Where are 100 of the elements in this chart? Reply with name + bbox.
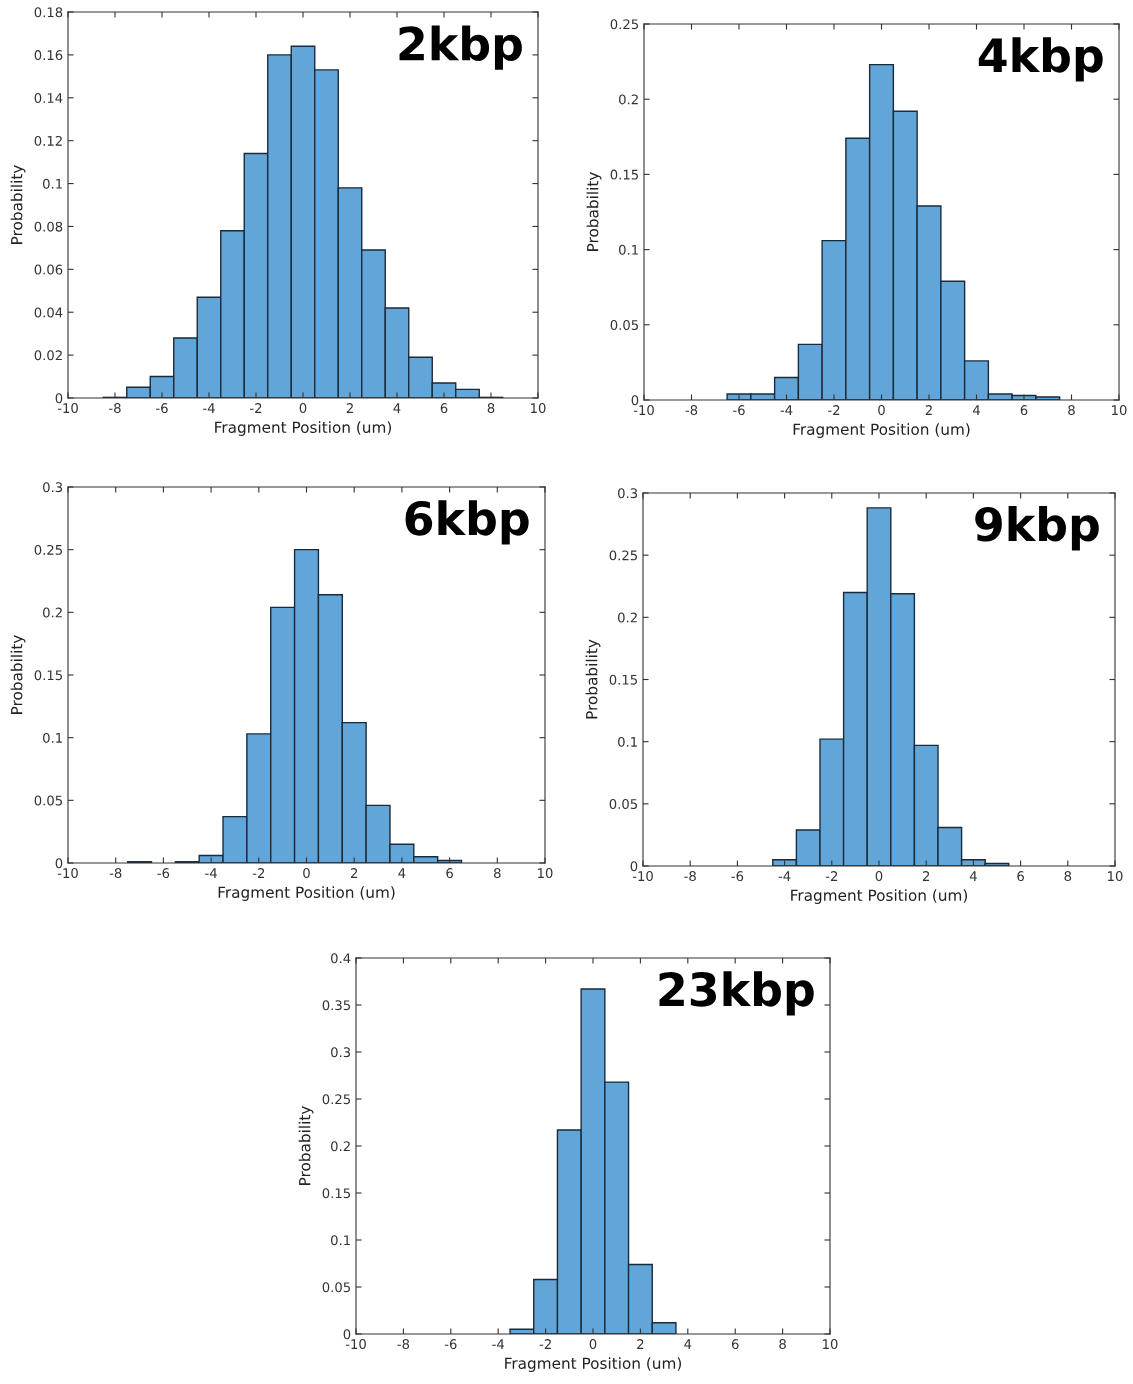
x-tick-label: -10 [57, 403, 78, 414]
x-tick-label: 2 [922, 871, 930, 881]
x-tick-label: -2 [252, 868, 265, 878]
x-tick-label: -10 [632, 871, 653, 882]
y-tick-label: 0.3 [331, 1047, 351, 1058]
x-tick-label: 10 [538, 868, 553, 879]
x-tick-label: -10 [345, 1339, 366, 1350]
y-tick-label: 0.05 [322, 1282, 350, 1293]
annotation: 4kbp [978, 37, 1103, 82]
x-tick-label: -6 [733, 405, 745, 416]
y-tick-label: 0.1 [43, 178, 62, 189]
y-tick-label: 0.4 [331, 953, 351, 964]
x-tick-label: 4 [393, 403, 401, 413]
x-tick-label: 6 [440, 403, 448, 414]
x-tick-label: -8 [685, 405, 698, 416]
x-tick-label: 2 [925, 405, 932, 415]
y-tick-label: 0.1 [43, 732, 62, 743]
x-tick-label: 2 [350, 868, 358, 878]
y-tick-label: 0.15 [609, 674, 637, 685]
x-tick-label: -2 [250, 403, 262, 413]
x-tick-label: 4 [684, 1339, 692, 1349]
x-axis-title: Fragment Position (um) [505, 1357, 682, 1372]
x-axis-title: Fragment Position (um) [793, 423, 970, 438]
x-tick-label: 10 [1108, 871, 1123, 882]
x-tick-label: 10 [531, 403, 546, 414]
x-tick-label: 10 [1112, 405, 1127, 416]
x-tick-label: 2 [346, 403, 353, 413]
y-tick-label: 0.15 [322, 1188, 350, 1199]
y-tick-label: 0.14 [34, 93, 63, 103]
x-tick-label: 2 [637, 1339, 644, 1349]
y-tick-label: 0.02 [34, 350, 62, 361]
x-tick-label: 0 [299, 403, 307, 414]
x-tick-label: -10 [633, 405, 654, 416]
y-tick-label: 0.2 [331, 1141, 350, 1152]
y-tick-label: 0.05 [610, 320, 638, 330]
y-tick-label: 0.12 [34, 135, 62, 146]
y-tick-label: 0.05 [34, 795, 62, 806]
x-axis-title: Fragment Position (um) [218, 886, 395, 901]
y-tick-label: 0 [55, 858, 63, 869]
y-tick-label: 0.2 [619, 94, 638, 105]
x-tick-label: -2 [828, 405, 840, 415]
annotation: 6kbp [405, 500, 529, 545]
x-tick-label: 8 [1068, 405, 1075, 416]
y-tick-label: 0 [343, 1329, 351, 1340]
x-tick-label: 4 [398, 868, 406, 878]
x-tick-label: -4 [780, 405, 793, 415]
x-tick-label: 0 [878, 405, 885, 416]
y-tick-label: 0 [631, 395, 639, 406]
x-tick-label: -6 [156, 403, 168, 414]
y-tick-label: 0.15 [34, 670, 62, 681]
annotation: 23kbp [659, 971, 814, 1016]
y-tick-label: 0.35 [322, 1000, 350, 1011]
x-tick-label: -2 [539, 1339, 551, 1349]
x-tick-label: 6 [446, 868, 453, 879]
x-tick-label: 8 [779, 1339, 786, 1350]
x-tick-label: 0 [589, 1339, 597, 1350]
y-tick-label: 0.06 [34, 264, 63, 275]
annotation: 2kbp [399, 25, 522, 70]
x-tick-label: 4 [972, 405, 980, 415]
x-tick-label: -4 [778, 871, 791, 881]
x-tick-label: -8 [684, 871, 696, 882]
x-tick-label: -10 [57, 868, 78, 879]
x-tick-label: 10 [823, 1339, 838, 1350]
x-tick-label: -4 [205, 868, 217, 878]
y-tick-label: 0.25 [322, 1094, 350, 1105]
y-axis-title: Probability [585, 639, 601, 719]
y-tick-label: 0.1 [619, 244, 638, 255]
x-tick-label: 8 [487, 403, 495, 414]
x-tick-label: 4 [969, 871, 977, 881]
annotation: 9kbp [975, 506, 1099, 551]
y-tick-label: 0.18 [34, 7, 63, 18]
y-tick-label: 0.15 [610, 169, 638, 180]
x-tick-label: 6 [731, 1339, 739, 1350]
y-tick-label: 0.1 [331, 1235, 350, 1246]
x-tick-label: -6 [444, 1339, 457, 1350]
y-tick-label: 0.1 [618, 736, 637, 747]
y-axis-title: Probability [10, 635, 26, 714]
y-tick-label: 0.3 [618, 488, 638, 499]
x-axis-title: Fragment Position (um) [791, 889, 968, 904]
y-axis-title: Probability [10, 165, 26, 244]
x-tick-label: 6 [1017, 871, 1024, 882]
y-tick-label: 0.04 [34, 307, 63, 318]
x-tick-label: 0 [875, 871, 883, 882]
y-tick-label: 0.3 [43, 482, 63, 493]
x-axis-title: Fragment Position (um) [215, 421, 392, 436]
x-tick-label: 0 [303, 868, 310, 879]
x-tick-label: -4 [492, 1339, 505, 1349]
y-tick-label: 0 [55, 393, 63, 404]
x-tick-label: 8 [1064, 871, 1072, 882]
y-tick-label: 0.25 [609, 550, 637, 561]
x-tick-label: 8 [494, 868, 501, 879]
y-tick-label: 0.05 [609, 799, 637, 810]
y-tick-label: 0.08 [34, 221, 63, 232]
x-tick-label: -8 [397, 1339, 410, 1350]
y-tick-label: 0.25 [610, 19, 638, 30]
y-tick-label: 0.16 [34, 50, 63, 61]
y-tick-label: 0.2 [618, 612, 637, 623]
x-tick-label: 6 [1020, 405, 1028, 416]
x-tick-label: -6 [731, 871, 744, 882]
y-axis-title: Probability [586, 172, 602, 251]
